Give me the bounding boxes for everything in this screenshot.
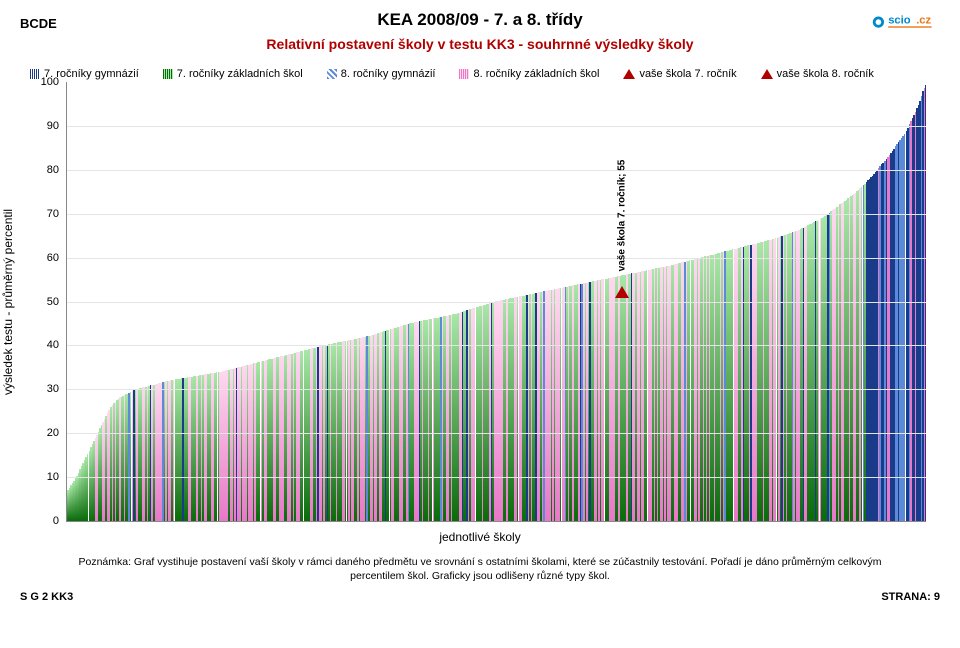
main-title: KEA 2008/09 - 7. a 8. třídy [20, 8, 940, 30]
gridline [67, 126, 926, 127]
legend-label: 7. ročníky základních škol [177, 68, 303, 80]
svg-text:.cz: .cz [916, 15, 931, 27]
y-axis-label: výsledek testu - průměrný percentil [1, 209, 15, 395]
y-tick: 50 [27, 296, 59, 308]
y-tick: 40 [27, 339, 59, 351]
legend-label: vaše škola 8. ročník [777, 68, 874, 80]
legend-item: vaše škola 8. ročník [761, 68, 874, 80]
legend-label: 8. ročníky gymnázií [341, 68, 436, 80]
triangle-icon [623, 69, 635, 79]
legend-swatch [163, 69, 173, 79]
legend-item: 8. ročníky gymnázií [327, 68, 436, 80]
gridline [67, 258, 926, 259]
y-tick: 30 [27, 383, 59, 395]
legend-item: 7. ročníky základních škol [163, 68, 303, 80]
legend-label: vaše škola 7. ročník [639, 68, 736, 80]
footer-right: STRANA: 9 [881, 591, 940, 603]
triangle-icon [761, 69, 773, 79]
footer-left: S G 2 KK3 [20, 591, 73, 603]
y-tick: 90 [27, 120, 59, 132]
y-tick: 20 [27, 427, 59, 439]
legend-item: vaše škola 7. ročník [623, 68, 736, 80]
gridline [67, 345, 926, 346]
gridline [67, 477, 926, 478]
code-label: BCDE [20, 16, 57, 31]
bar [925, 85, 926, 521]
gridline [67, 389, 926, 390]
legend-label: 8. ročníky základních škol [473, 68, 599, 80]
school-marker [615, 286, 629, 298]
gridline [67, 302, 926, 303]
legend-swatch [459, 69, 469, 79]
gridline [67, 433, 926, 434]
sub-title: Relativní postavení školy v testu KK3 - … [20, 36, 940, 52]
y-tick: 10 [27, 471, 59, 483]
y-tick: 70 [27, 208, 59, 220]
y-tick: 80 [27, 164, 59, 176]
header: BCDE KEA 2008/09 - 7. a 8. třídy Relativ… [20, 8, 940, 66]
svg-text:scio: scio [888, 15, 911, 27]
gridline [67, 170, 926, 171]
gridline [67, 214, 926, 215]
legend-item: 8. ročníky základních škol [459, 68, 599, 80]
footnote: Poznámka: Graf vystihuje postavení vaší … [50, 556, 910, 583]
scio-logo: scio .cz [870, 8, 940, 51]
legend-swatch [327, 69, 337, 79]
legend: 7. ročníky gymnázií7. ročníky základních… [30, 68, 940, 80]
chart-area: výsledek testu - průměrný percentil 0102… [20, 82, 940, 522]
marker-label: vaše škola 7. ročník; 55 [616, 160, 627, 272]
y-tick: 100 [27, 76, 59, 88]
triangle-icon [615, 286, 629, 298]
x-axis-label: jednotlivé školy [20, 530, 940, 544]
chart-plot: 0102030405060708090100vaše škola 7. ročn… [66, 82, 926, 522]
y-tick: 0 [27, 515, 59, 527]
y-tick: 60 [27, 252, 59, 264]
footer: S G 2 KK3 STRANA: 9 [20, 591, 940, 603]
